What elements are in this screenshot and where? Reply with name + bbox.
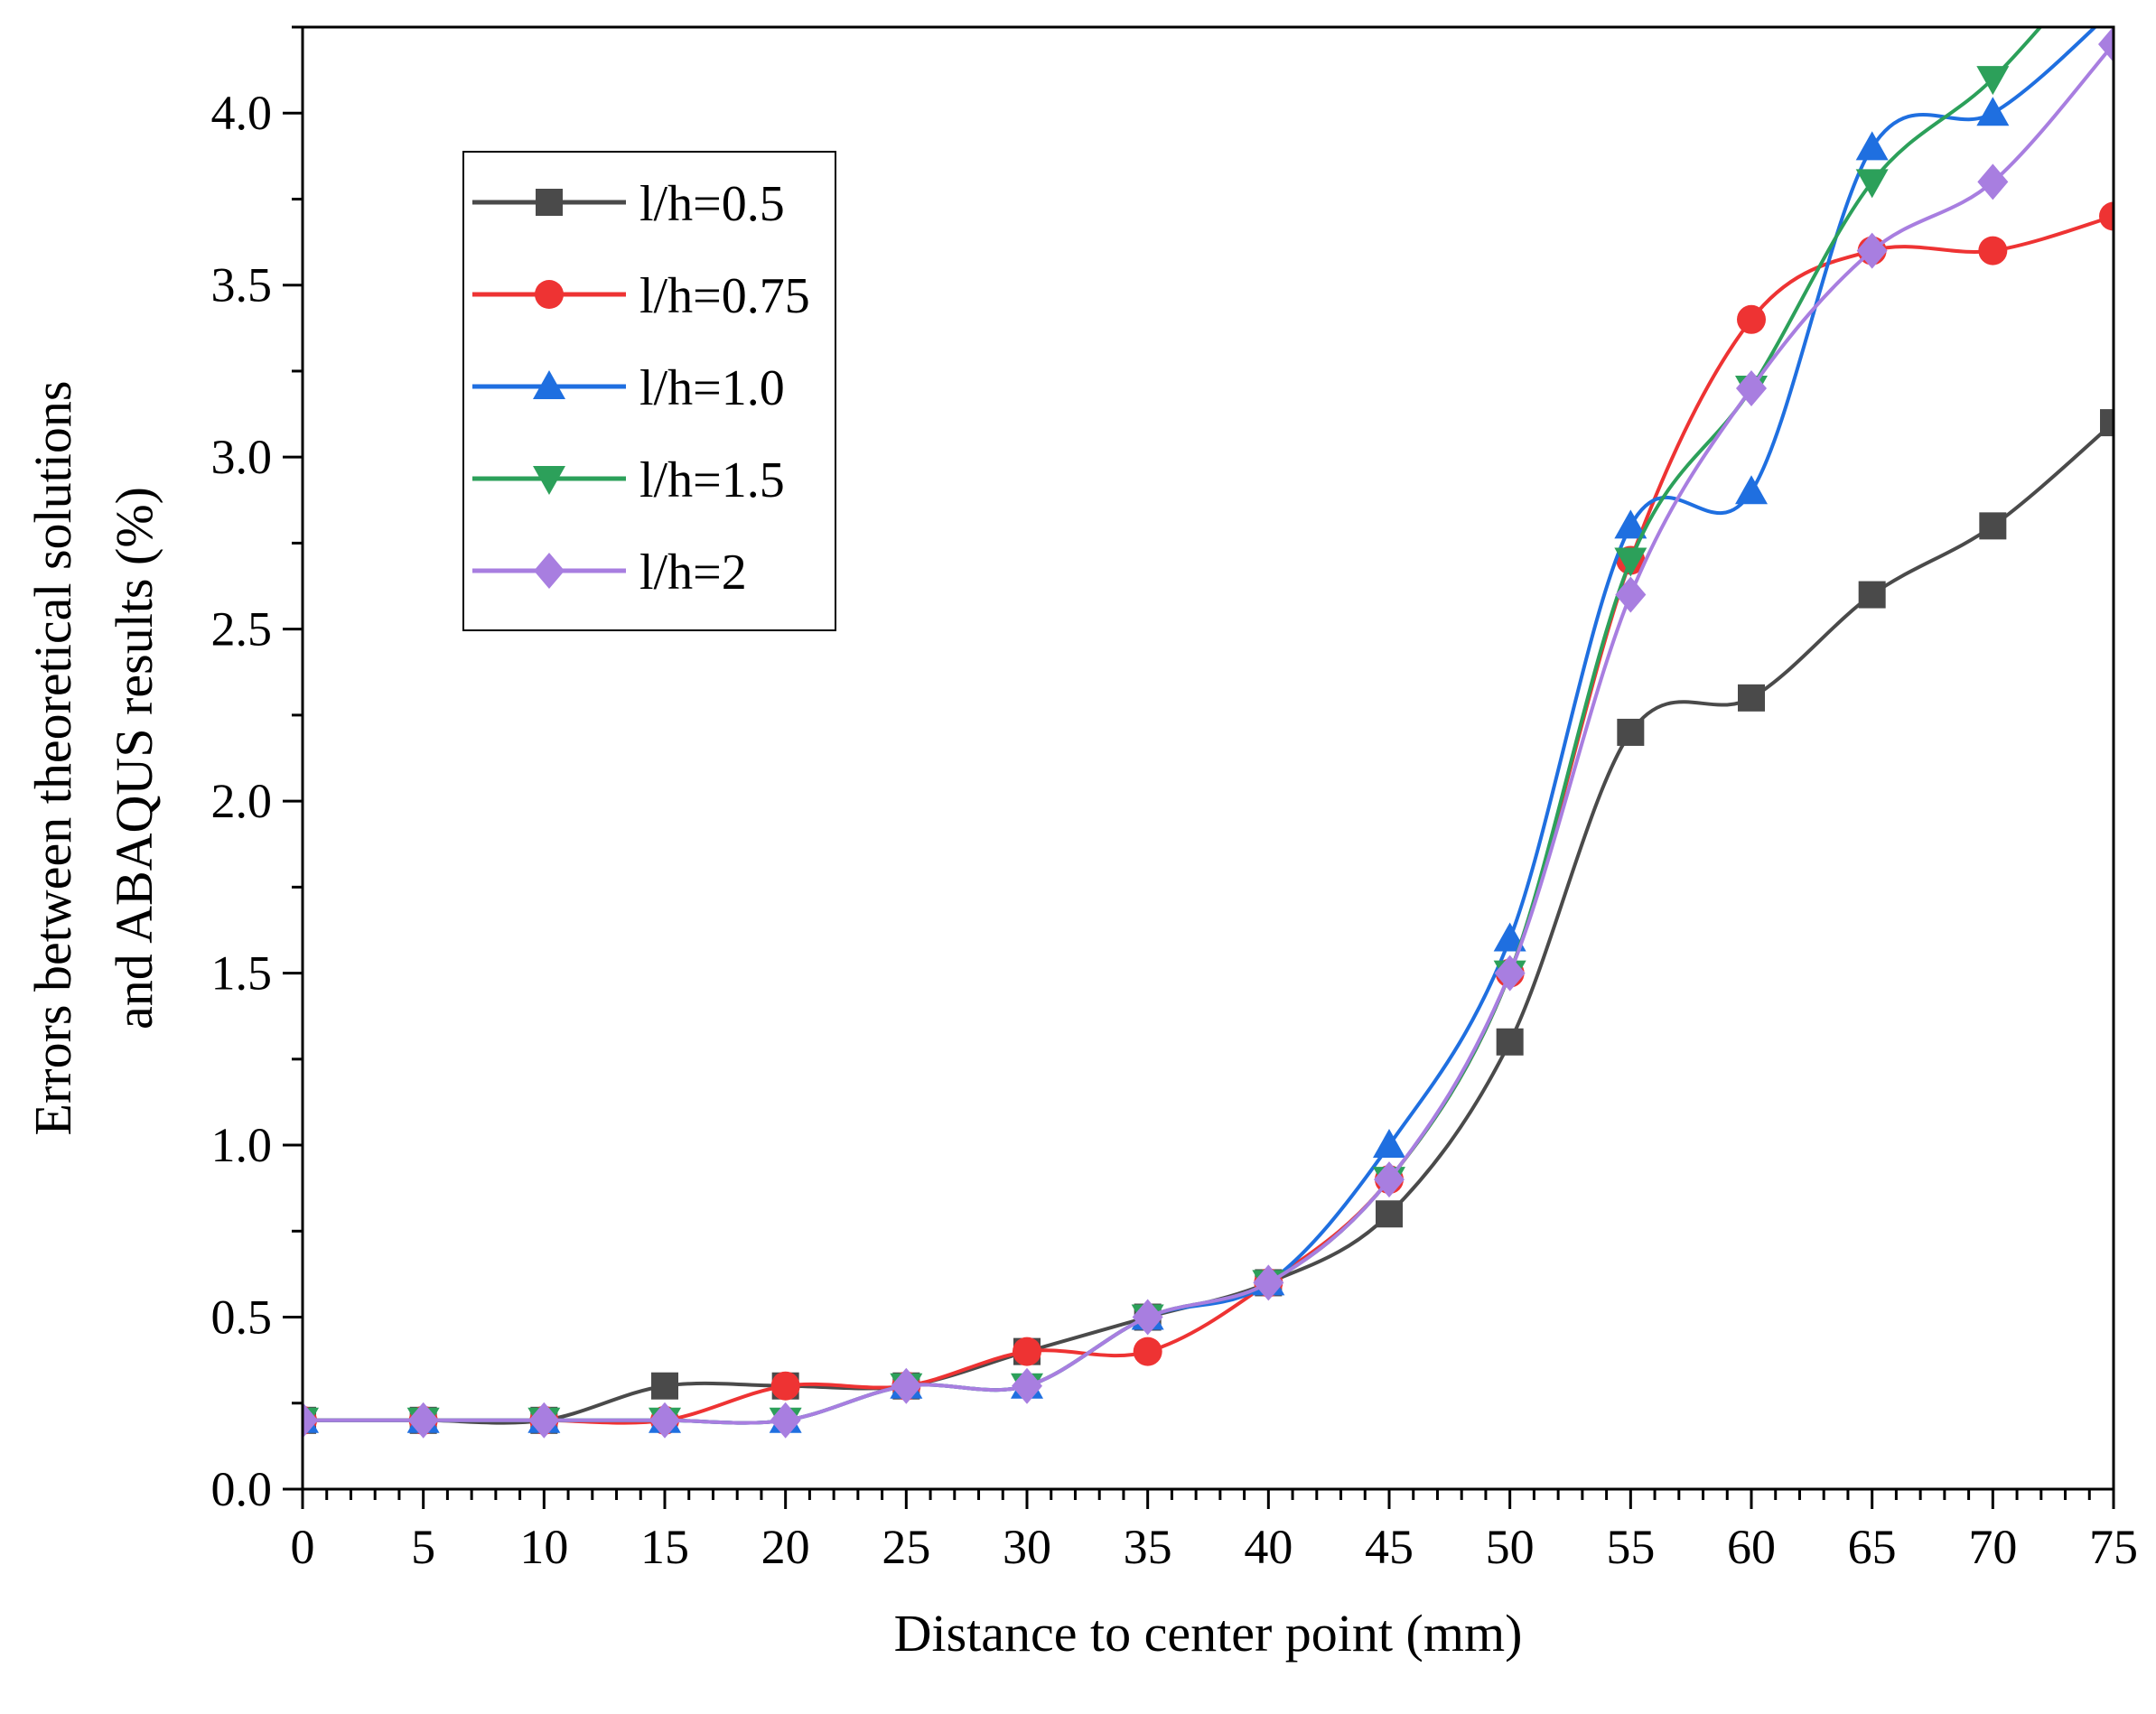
data-point	[1496, 1028, 1524, 1056]
data-point	[1976, 66, 2010, 96]
data-point	[1978, 236, 2008, 265]
data-point	[1855, 169, 1889, 199]
data-point	[1615, 576, 1647, 613]
x-tick-label: 45	[1365, 1520, 1414, 1574]
x-tick-label: 35	[1124, 1520, 1172, 1574]
legend-item: l/h=2	[472, 545, 747, 601]
legend-item: l/h=0.5	[472, 176, 785, 232]
axes: 0 5 10 15 20 25 30 35 40 45 50 55 60 65 70 75 0.0 0.5 1.0…	[211, 25, 2138, 1574]
x-axis-label: Distance to center point (mm)	[894, 1604, 1523, 1663]
legend-item: l/h=1.5	[472, 452, 785, 508]
y-tick-label: 0.0	[211, 1462, 273, 1516]
x-tick-label: 25	[882, 1520, 930, 1574]
x-tick-label: 65	[1848, 1520, 1897, 1574]
x-tick-label: 70	[1968, 1520, 2017, 1574]
data-point	[1132, 1299, 1163, 1336]
y-tick-label: 2.5	[211, 602, 273, 657]
y-axis-ticks: 0.0 0.5 1.0 1.5 2.0 2.5 3.0 3.5 4.0	[211, 25, 303, 1516]
x-tick-label: 75	[2089, 1520, 2138, 1574]
data-point	[649, 1402, 680, 1439]
data-point	[1979, 512, 2007, 540]
data-point	[1735, 475, 1768, 505]
data-point	[1736, 369, 1767, 406]
legend-label: l/h=1.0	[639, 360, 785, 416]
data-point	[770, 1371, 800, 1401]
y-tick-label: 3.5	[211, 258, 273, 312]
y-tick-label: 3.0	[211, 430, 273, 484]
data-point	[770, 1402, 801, 1439]
legend-marker	[534, 553, 565, 589]
data-point	[1856, 232, 1888, 269]
legend-marker	[536, 189, 563, 216]
data-point	[1855, 131, 1889, 161]
x-tick-label: 10	[519, 1520, 568, 1574]
data-point	[407, 1402, 439, 1439]
x-tick-label: 50	[1486, 1520, 1535, 1574]
y-axis-label: Errors between theoretical solutions and…	[23, 381, 163, 1136]
y-tick-label: 0.5	[211, 1290, 273, 1345]
data-point	[651, 1372, 678, 1400]
legend-marker	[533, 466, 565, 495]
y-tick-label: 1.5	[211, 946, 273, 1001]
data-point	[1012, 1367, 1042, 1404]
data-point	[528, 1402, 560, 1439]
data-point	[2098, 27, 2114, 63]
series-layer	[303, 0, 2130, 1439]
data-point	[2100, 409, 2114, 437]
data-point	[1617, 718, 1645, 746]
x-tick-label: 30	[1003, 1520, 1051, 1574]
x-tick-label: 20	[761, 1520, 810, 1574]
data-point	[891, 1367, 922, 1404]
x-axis-ticks: 0 5 10 15 20 25 30 35 40 45 50 55 60 65 70 75	[291, 1489, 2138, 1574]
data-point	[1494, 955, 1526, 992]
x-tick-label: 40	[1244, 1520, 1293, 1574]
data-point	[1373, 1129, 1405, 1159]
data-point	[303, 1402, 318, 1439]
legend-label: l/h=0.5	[639, 176, 785, 232]
legend-label: l/h=1.5	[639, 452, 785, 508]
data-point	[1614, 509, 1647, 539]
y-axis-label-line-1: Errors between theoretical solutions	[23, 381, 82, 1136]
data-point	[1614, 547, 1647, 577]
data-point	[1977, 163, 2009, 200]
x-tick-label: 60	[1727, 1520, 1776, 1574]
data-point	[2097, 0, 2130, 23]
data-point	[1976, 97, 2010, 126]
legend-label: l/h=2	[639, 545, 747, 601]
data-point	[1253, 1264, 1284, 1301]
data-point	[2099, 201, 2114, 231]
x-tick-label: 15	[640, 1520, 689, 1574]
legend-marker	[535, 280, 564, 309]
x-tick-label: 0	[291, 1520, 315, 1574]
data-point	[1738, 684, 1765, 712]
series-line	[303, 421, 2114, 1425]
legend-label: l/h=0.75	[639, 268, 810, 324]
data-point	[1374, 1161, 1405, 1198]
series-l/h=2	[303, 27, 2114, 1439]
legend: l/h=0.5 l/h=0.75 l/h=1.0 l/h=1.5 l/h=2	[462, 151, 836, 631]
data-point	[1376, 1200, 1403, 1228]
data-point	[1133, 1337, 1162, 1366]
data-point	[1737, 304, 1766, 334]
x-tick-label: 5	[411, 1520, 435, 1574]
y-tick-label: 1.0	[211, 1118, 273, 1172]
data-point	[1493, 922, 1526, 952]
legend-item: l/h=0.75	[472, 268, 810, 324]
y-tick-label: 2.0	[211, 774, 273, 828]
legend-marker	[533, 370, 565, 399]
y-axis-label-line-2: and ABAQUS results (%)	[105, 487, 163, 1029]
data-point	[1858, 581, 1886, 609]
x-tick-label: 55	[1606, 1520, 1655, 1574]
y-tick-label: 4.0	[211, 86, 273, 140]
legend-box	[462, 151, 836, 631]
legend-item: l/h=1.0	[472, 360, 785, 416]
data-point	[1013, 1337, 1041, 1366]
series-line	[303, 214, 2114, 1425]
plot-frame	[301, 25, 2115, 1491]
